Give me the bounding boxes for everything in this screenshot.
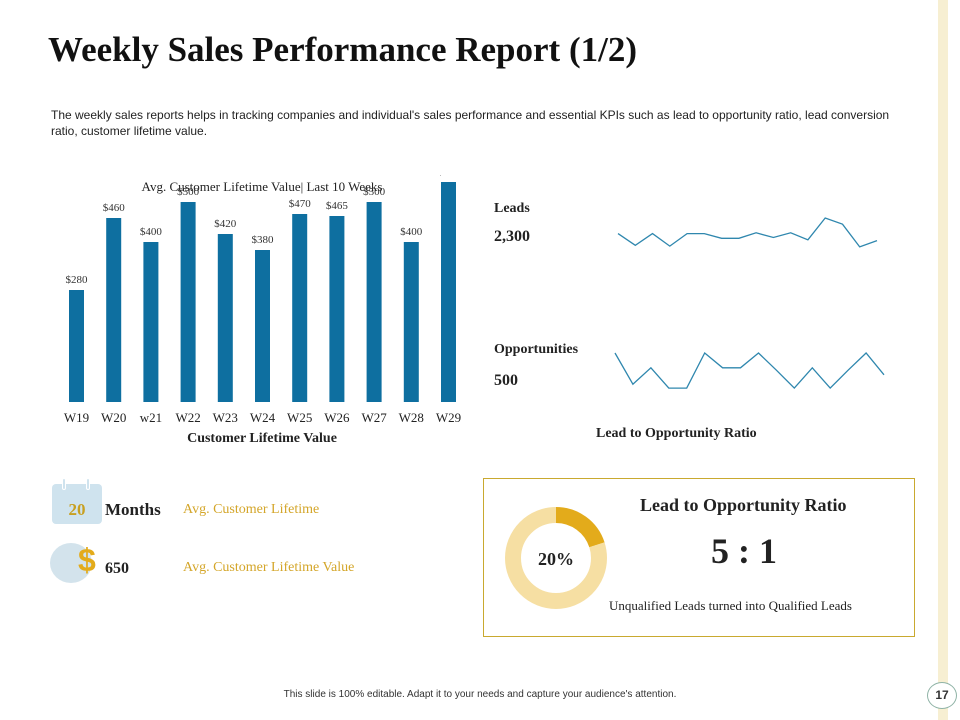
leads-value: 2,300 [494,228,530,245]
page-number: 17 [927,682,957,709]
leads-sparkline [617,217,878,248]
lifetime-months-number: 20 [68,500,86,519]
bar-W29 [441,182,456,402]
bar-data-label: $470 [289,198,312,210]
dollar-sign: $ [78,542,96,578]
bar-W19 [69,290,84,402]
chart-title: Avg. Customer Lifetime Value| Last 10 We… [142,179,383,194]
ratio-box-subtitle: Unqualified Leads turned into Qualified … [609,598,852,613]
lead-opportunity-ratio-caption: Lead to Opportunity Ratio [596,426,757,441]
x-tick-label: W25 [287,410,312,425]
x-tick-label: W29 [436,410,461,425]
bar-W24 [255,250,270,402]
x-tick-label: W27 [361,410,387,425]
chart-x-axis-label: Customer Lifetime Value [187,431,337,446]
right-accent-strip [938,0,948,720]
bar-data-label: $400 [140,226,163,238]
bar-W20 [106,218,122,402]
ratio-value: 5 : 1 [711,531,777,571]
bar-w21 [143,242,159,402]
avg-clv-label: Avg. Customer Lifetime Value [183,560,355,575]
opportunities-label: Opportunities [494,342,579,357]
lifetime-months-word: Months [105,500,161,519]
bar-data-label: $380 [252,234,275,246]
dollar-icon [50,543,92,583]
ratio-donut-chart: 20% [505,507,607,609]
bar-W23 [217,234,233,402]
bar-data-label: $550 [438,175,461,178]
bar-W22 [180,202,196,402]
opportunities-value: 500 [494,372,518,389]
donut-center-label: 20% [538,549,574,569]
ratio-box-title: Lead to Opportunity Ratio [640,495,847,515]
bar-data-label: $420 [214,218,237,230]
opportunities-sparkline [614,351,885,390]
x-tick-label: w21 [140,410,162,425]
bar-W28 [403,242,419,402]
bar-data-label: $500 [177,186,200,198]
bar-data-label: $465 [326,200,349,212]
calendar-icon: 20 [52,478,102,524]
x-tick-label: W24 [250,410,276,425]
donut-slice-unqualified [505,507,607,609]
description-text: The weekly sales reports helps in tracki… [51,108,890,138]
ratio-box [483,478,915,637]
page-title: Weekly Sales Performance Report (1/2) [48,30,638,69]
x-tick-label: W20 [101,410,126,425]
clv-bar-chart: Avg. Customer Lifetime Value| Last 10 We… [64,175,461,446]
x-tick-label: W28 [399,410,424,425]
footer-note: This slide is 100% editable. Adapt it to… [283,689,677,700]
bar-data-label: $460 [103,202,126,214]
leads-label: Leads [494,201,530,216]
bar-W27 [366,202,382,402]
avg-customer-lifetime-label: Avg. Customer Lifetime [183,502,320,517]
bar-W26 [329,216,345,402]
bar-W25 [292,214,308,402]
x-tick-label: W26 [324,410,350,425]
x-tick-label: W22 [175,410,200,425]
x-tick-label: W23 [213,410,238,425]
sparkline-series [617,217,878,248]
bar-data-label: $400 [400,226,423,238]
x-tick-label: W19 [64,410,89,425]
sparkline-series [614,351,885,390]
clv-value: 650 [105,560,129,577]
bar-data-label: $500 [363,186,386,198]
bar-data-label: $280 [66,274,89,286]
